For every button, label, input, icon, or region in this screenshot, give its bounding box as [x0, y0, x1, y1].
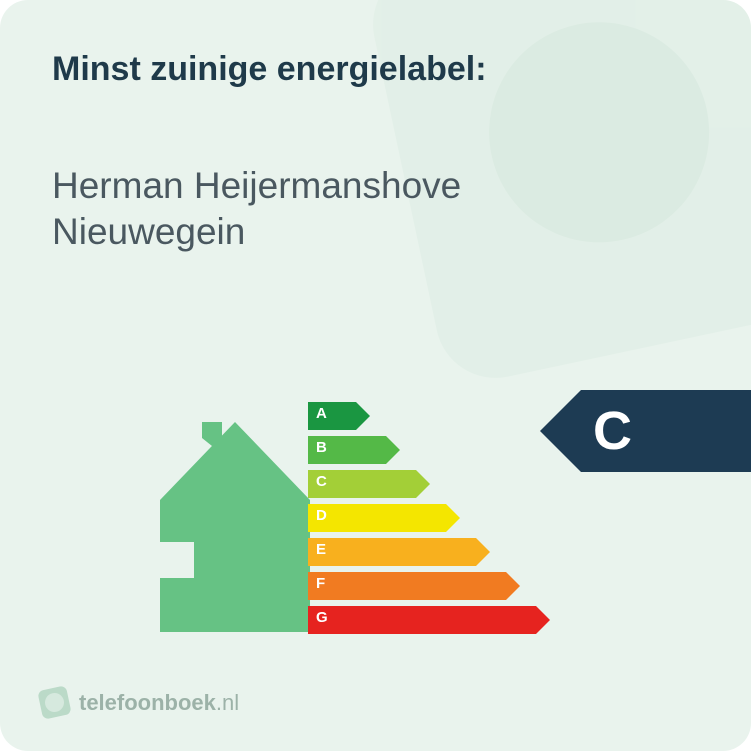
bar-body: B — [308, 436, 386, 464]
bar-letter: G — [316, 609, 328, 626]
energy-bar-g: G — [308, 606, 536, 634]
bar-letter: D — [316, 507, 327, 524]
rating-arrow-tip — [540, 390, 581, 472]
energy-bar-d: D — [308, 504, 536, 532]
brand-bold: telefoonboek — [79, 690, 216, 715]
bar-body: C — [308, 470, 416, 498]
bar-body: F — [308, 572, 506, 600]
bar-body: A — [308, 402, 356, 430]
bar-letter: E — [316, 541, 326, 558]
energy-bar-f: F — [308, 572, 536, 600]
energy-bar-a: A — [308, 402, 536, 430]
energy-label-card: Minst zuinige energielabel: Herman Heije… — [0, 0, 751, 751]
rating-arrow-body: C — [581, 390, 751, 472]
bar-body: G — [308, 606, 536, 634]
bar-body: D — [308, 504, 446, 532]
bar-letter: C — [316, 473, 327, 490]
address-line-2: Nieuwegein — [52, 211, 245, 252]
brand-logo-icon — [37, 685, 71, 719]
energy-bar-e: E — [308, 538, 536, 566]
bar-letter: A — [316, 405, 327, 422]
address-line-1: Herman Heijermanshove — [52, 165, 461, 206]
energy-bar-b: B — [308, 436, 536, 464]
bar-letter: B — [316, 439, 327, 456]
bar-body: E — [308, 538, 476, 566]
rating-arrow: C — [540, 390, 751, 472]
bar-letter: F — [316, 575, 325, 592]
card-title: Minst zuinige energielabel: — [52, 50, 699, 89]
brand-text: telefoonboek.nl — [79, 690, 239, 716]
house-icon — [160, 422, 310, 632]
energy-bars: ABCDEFG — [308, 402, 536, 640]
brand-rest: .nl — [216, 690, 239, 715]
rating-letter: C — [593, 400, 632, 462]
energy-bar-c: C — [308, 470, 536, 498]
card-subtitle: Herman Heijermanshove Nieuwegein — [52, 163, 699, 256]
footer-brand: telefoonboek.nl — [40, 688, 239, 717]
